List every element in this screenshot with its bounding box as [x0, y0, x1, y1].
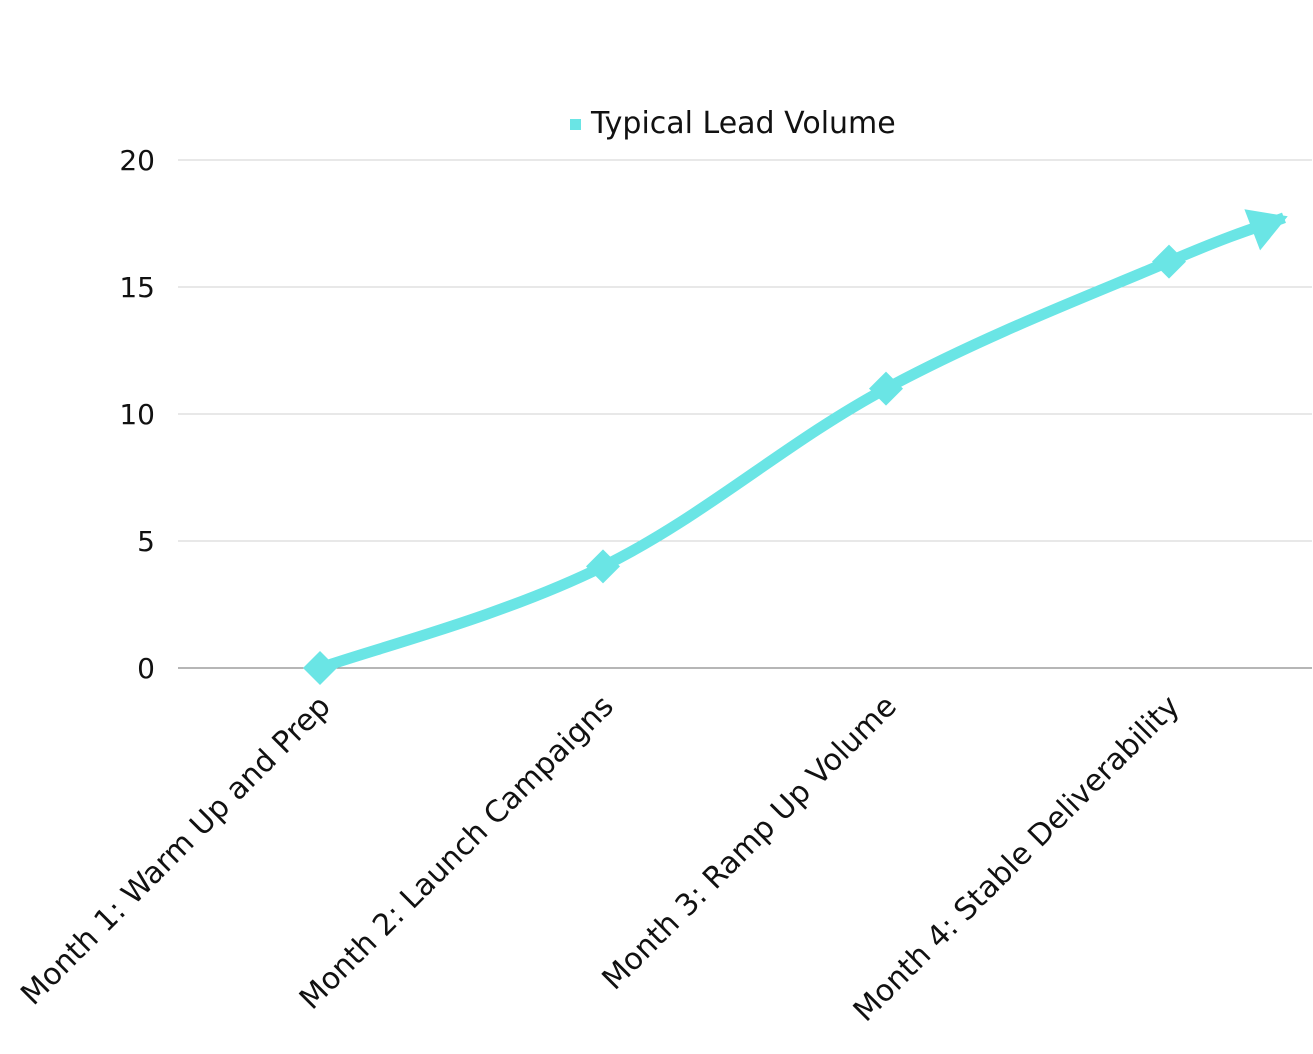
x-category-label: Month 1: Warm Up and Prep	[14, 689, 337, 1012]
data-point-marker	[303, 651, 337, 685]
legend-label: Typical Lead Volume	[590, 106, 896, 141]
y-axis-ticks: 0 5 10 15 20	[119, 144, 155, 685]
series-arrowhead	[1244, 209, 1288, 251]
y-tick-label: 20	[119, 144, 155, 177]
legend-swatch	[570, 119, 581, 130]
x-category-label: Month 3: Ramp Up Volume	[596, 689, 904, 997]
x-category-label: Month 2: Launch Campaigns	[293, 689, 621, 1017]
series-line	[318, 212, 1286, 674]
gridlines	[178, 159, 1312, 669]
data-point-marker	[586, 549, 620, 584]
x-category-label: Month 4: Stable Deliverability	[847, 689, 1187, 1029]
legend: Typical Lead Volume	[570, 106, 896, 141]
y-tick-label: 10	[119, 398, 155, 431]
y-tick-label: 15	[119, 271, 155, 304]
y-tick-label: 5	[137, 525, 155, 558]
y-tick-label: 0	[137, 652, 155, 685]
data-point-marker	[1152, 244, 1186, 279]
series-plot	[303, 209, 1288, 685]
data-point-marker	[869, 371, 903, 406]
